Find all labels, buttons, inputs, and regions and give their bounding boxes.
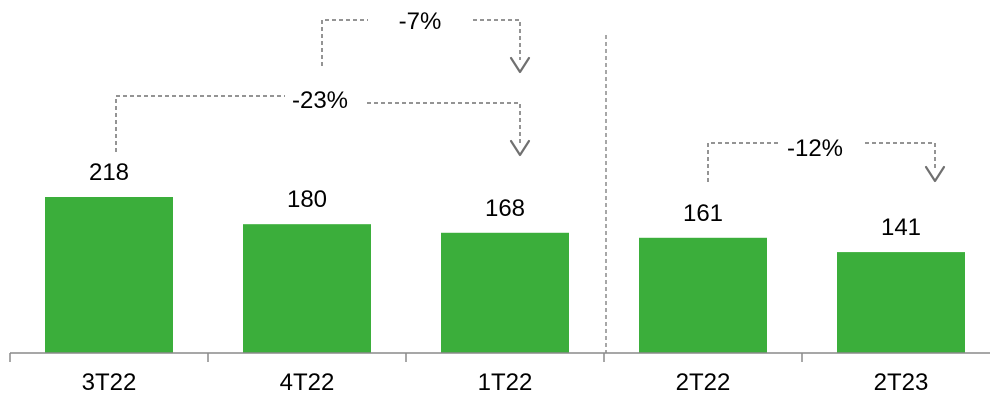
bar-2t22 xyxy=(639,237,767,353)
bracket-line xyxy=(865,142,936,170)
bar-3t22 xyxy=(45,197,173,353)
down-arrow-icon xyxy=(509,139,531,157)
change-label: -12% xyxy=(787,135,843,162)
category-label-1t22: 1T22 xyxy=(478,369,533,396)
down-arrow-icon xyxy=(509,56,531,74)
value-label-4t22: 180 xyxy=(287,186,327,213)
bracket-line xyxy=(321,19,368,66)
change-label: -7% xyxy=(399,8,442,35)
value-label-1t22: 168 xyxy=(485,195,525,222)
value-label-3t22: 218 xyxy=(89,159,129,186)
bracket-line xyxy=(707,142,778,182)
bar-4t22 xyxy=(243,224,371,353)
bracket-line xyxy=(367,102,521,143)
x-axis-ticks xyxy=(9,353,803,362)
value-label-2t23: 141 xyxy=(881,214,921,241)
change-annotation-2t22-2t23: -12% xyxy=(707,135,946,183)
value-labels-group: 218 180 168 161 141 xyxy=(89,159,921,241)
category-label-2t22: 2T22 xyxy=(676,369,731,396)
x-axis-labels: 3T22 4T22 1T22 2T22 2T23 xyxy=(82,369,929,396)
bars-group xyxy=(45,197,965,353)
down-arrow-icon xyxy=(924,165,946,183)
category-label-4t22: 4T22 xyxy=(280,369,335,396)
change-label: -23% xyxy=(292,87,348,114)
bar-1t22 xyxy=(441,232,569,353)
change-annotation-4t22-1t22: -7% xyxy=(321,8,531,74)
category-label-3t22: 3T22 xyxy=(82,369,137,396)
bar-2t23 xyxy=(837,252,965,353)
bracket-line xyxy=(473,19,521,60)
change-annotation-3t22-1t22: -23% xyxy=(115,87,531,157)
bracket-line xyxy=(115,95,285,152)
value-label-2t22: 161 xyxy=(683,200,723,227)
category-label-2t23: 2T23 xyxy=(874,369,929,396)
